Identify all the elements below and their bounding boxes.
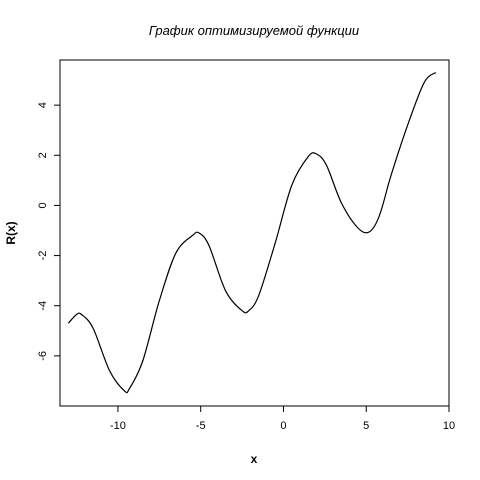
x-tick-label: 0	[280, 420, 286, 432]
x-tick-label: 10	[443, 420, 455, 432]
x-axis: -10 -5 0 5 10	[110, 405, 455, 432]
y-tick-label: 0	[37, 202, 49, 208]
y-tick-label: -4	[37, 301, 49, 311]
x-tick-label: -5	[196, 420, 206, 432]
y-tick-label: 4	[37, 102, 49, 108]
y-axis-label: R(x)	[4, 221, 18, 244]
y-tick-label: -2	[37, 251, 49, 261]
x-tick-label: -10	[110, 420, 126, 432]
y-axis: -6 -4 -2 0 2 4	[37, 102, 61, 361]
series-line	[67, 72, 437, 394]
x-tick-label: 5	[363, 420, 369, 432]
chart-title: График оптимизируемой функции	[149, 23, 359, 38]
y-tick-label: 2	[37, 152, 49, 158]
plot-frame	[59, 59, 450, 407]
y-tick-label: -6	[37, 351, 49, 361]
x-axis-label: x	[251, 452, 258, 466]
